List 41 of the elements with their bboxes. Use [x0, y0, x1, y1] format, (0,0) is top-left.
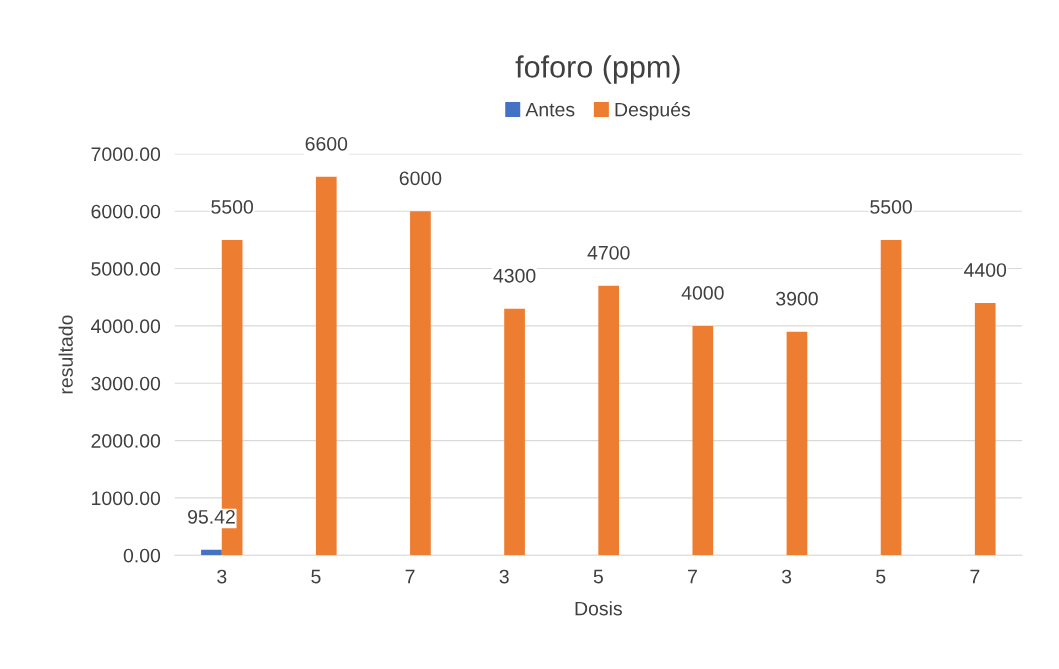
legend-label: Después [615, 101, 691, 121]
data-label: 4700 [587, 245, 630, 260]
data-label: 6000 [399, 171, 442, 186]
x-tick-label: 3 [217, 569, 227, 584]
bar [315, 176, 337, 556]
y-tick-label: 7000.00 [91, 147, 161, 162]
data-label: 4400 [964, 263, 1007, 277]
y-tick-label: 2000.00 [91, 434, 161, 448]
bar [410, 211, 431, 556]
x-tick-label: 3 [781, 569, 792, 584]
bar [201, 549, 222, 556]
bar [786, 331, 808, 556]
y-axis-title: resultado [58, 315, 73, 394]
chart-title: foforo (ppm) [515, 55, 680, 84]
bar [598, 285, 620, 556]
bar [974, 302, 996, 556]
data-label: 6600 [305, 136, 348, 151]
data-label: 95.42 [188, 509, 235, 524]
x-tick-label: 5 [876, 569, 886, 584]
x-tick-label: 7 [405, 569, 415, 584]
y-tick-label: 3000.00 [91, 376, 161, 391]
data-label: 5500 [870, 200, 912, 214]
y-tick-label: 1000.00 [92, 491, 161, 506]
x-tick-label: 5 [311, 569, 321, 584]
x-tick-label: 5 [593, 569, 603, 584]
data-label: 5500 [211, 200, 254, 214]
x-tick-label: 7 [688, 569, 697, 584]
y-tick-label: 0.00 [123, 548, 161, 563]
bar [504, 308, 525, 556]
data-label: 4000 [681, 286, 724, 300]
bar [692, 325, 714, 556]
y-tick-label: 4000.00 [91, 319, 161, 334]
y-tick-label: 6000.00 [91, 204, 161, 219]
x-tick-label: 3 [499, 569, 509, 584]
x-axis-title: Dosis [575, 601, 622, 616]
x-tick-label: 7 [970, 569, 980, 584]
legend-label: Antes [525, 102, 575, 117]
y-tick-label: 5000.00 [91, 262, 161, 276]
bar [880, 239, 902, 556]
data-label: 4300 [493, 268, 536, 283]
data-label: 3900 [776, 291, 818, 306]
